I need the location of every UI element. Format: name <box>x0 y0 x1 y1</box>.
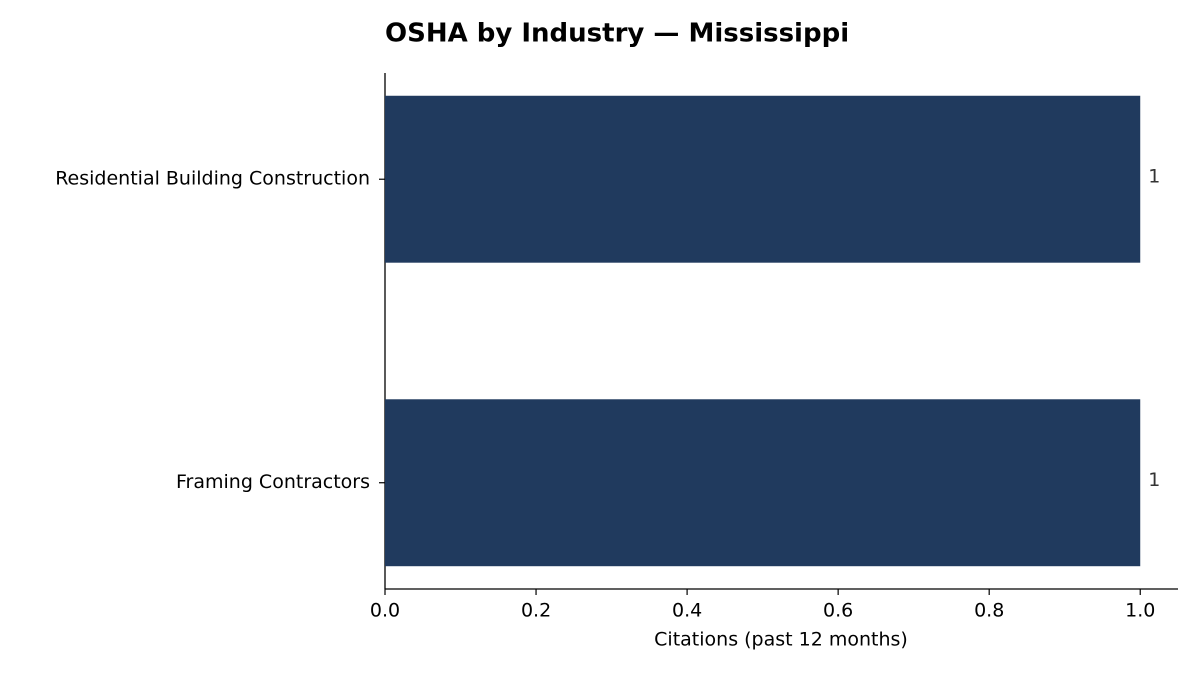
bar <box>385 399 1141 567</box>
x-tick-label: 1.0 <box>1125 600 1155 622</box>
y-tick-label: Framing Contractors <box>176 471 370 493</box>
value-label: 1 <box>1148 166 1160 188</box>
bar <box>385 95 1141 263</box>
x-axis-label: Citations (past 12 months) <box>654 629 908 651</box>
x-tick-label: 0.2 <box>521 600 551 622</box>
chart-title: OSHA by Industry — Mississippi <box>385 19 849 49</box>
x-tick-label: 0.8 <box>974 600 1004 622</box>
x-tick-label: 0.6 <box>823 600 853 622</box>
y-tick-label: Residential Building Construction <box>55 168 370 190</box>
x-tick-label: 0.0 <box>370 600 400 622</box>
x-tick-label: 0.4 <box>672 600 702 622</box>
value-label: 1 <box>1148 469 1160 491</box>
